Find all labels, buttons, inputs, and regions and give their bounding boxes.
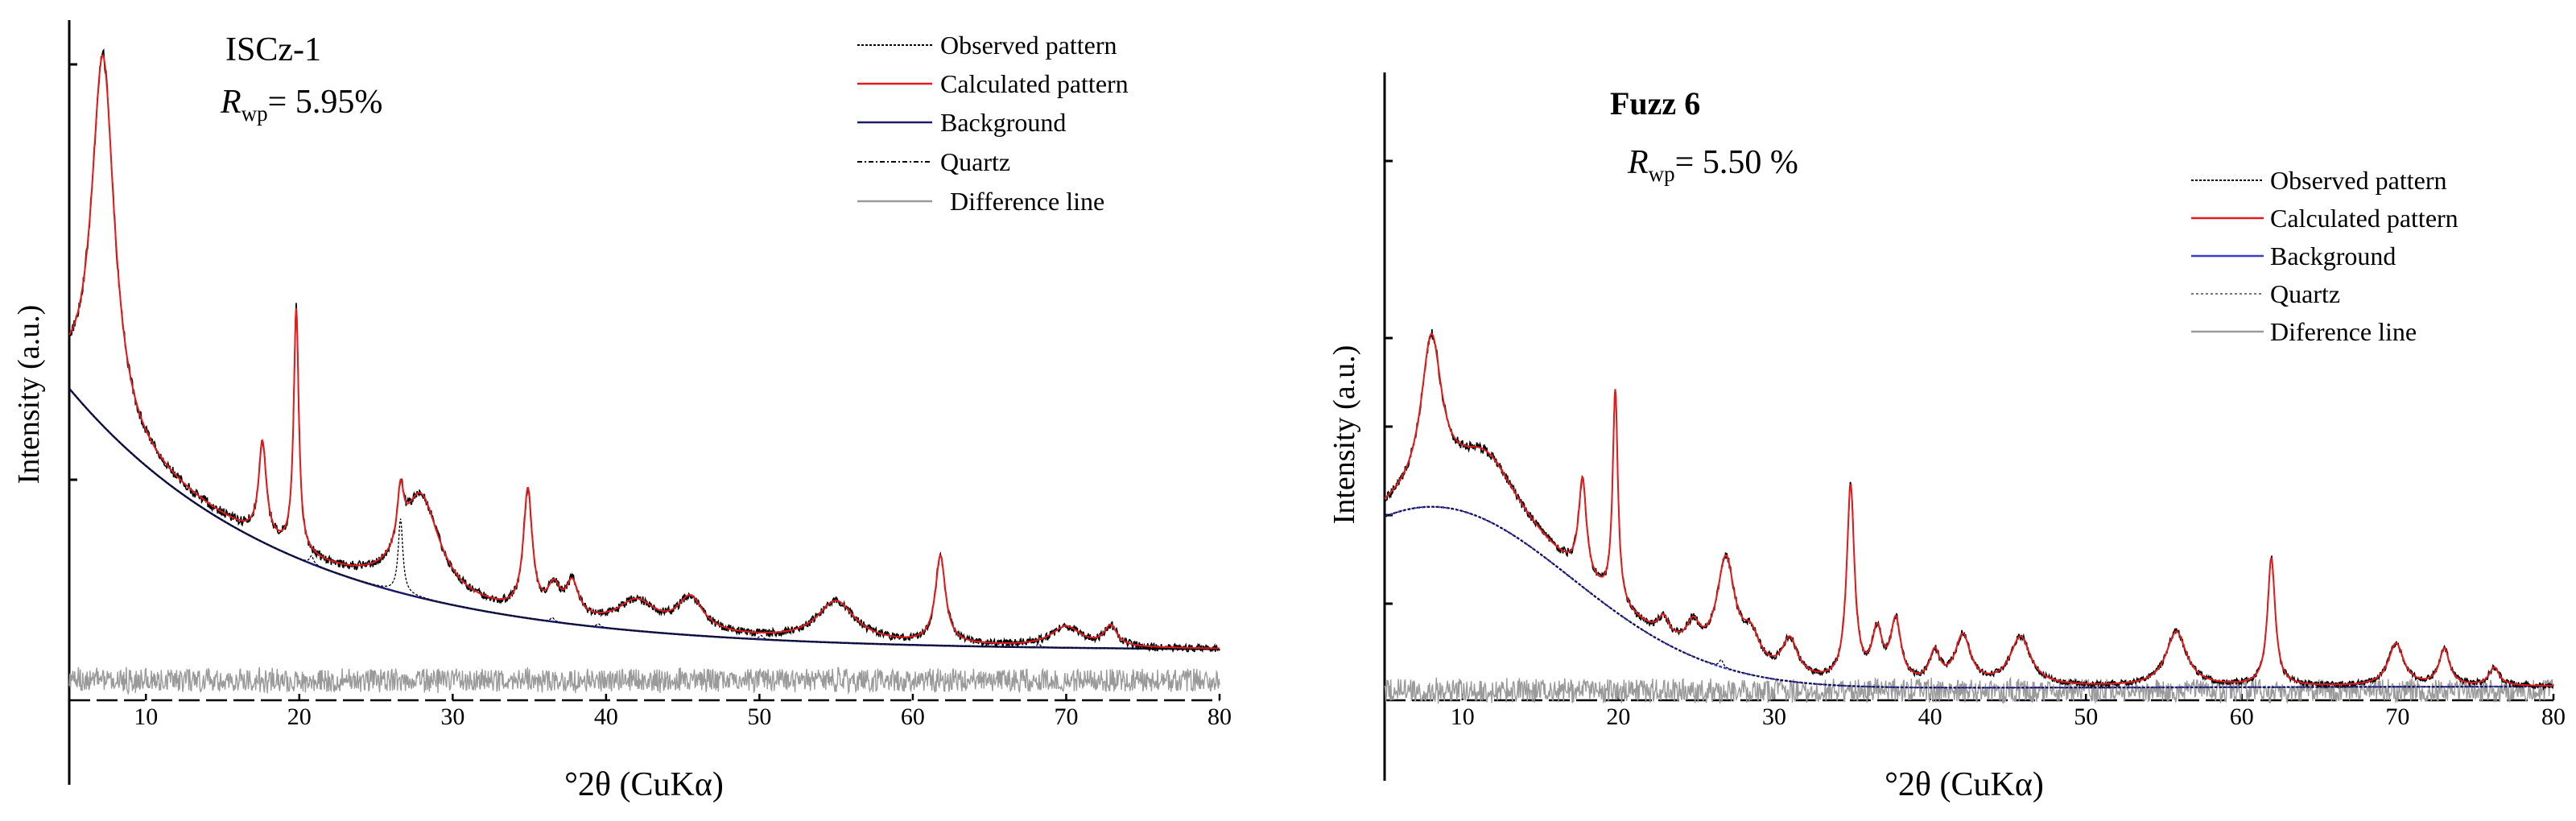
legend-label-background: Background (940, 108, 1066, 137)
series-calculated-pattern (1384, 332, 2553, 687)
x-tick-label: 10 (1451, 703, 1475, 730)
legend-label-observed: Observed pattern (940, 31, 1117, 60)
x-tick-label: 40 (1918, 703, 1942, 730)
legend-label-difference: Difference line (950, 187, 1104, 216)
x-tick-label: 50 (747, 703, 771, 730)
rwp-annotation: Rwp= 5.95% (220, 84, 382, 126)
x-axis-label: °2θ (CuKα) (1885, 766, 2044, 803)
x-tick-label: 20 (1606, 703, 1630, 730)
legend-label-difference: Diference line (2270, 317, 2417, 346)
legend-label-calculated: Calculated pattern (2270, 204, 2458, 233)
x-tick-label: 50 (2074, 703, 2098, 730)
x-tick-label: 20 (287, 703, 312, 730)
series-background (1384, 505, 2553, 689)
rwp-subscript: wp (1649, 162, 1675, 186)
series-difference-line (1384, 676, 2554, 705)
legend-label-quartz: Quartz (2270, 279, 2340, 308)
rwp-value: = 5.50 % (1675, 144, 1798, 181)
x-tick-label: 60 (901, 703, 925, 730)
chart-left: 10 20 30 40 50 60 70 80 Intensity (a.u.) °2θ (C… (12, 20, 1232, 803)
series-calculated-pattern (68, 54, 1220, 650)
series-difference-line (68, 666, 1220, 695)
x-tick-label: 60 (2230, 703, 2254, 730)
x-tick-labels: 10 20 30 40 50 60 70 80 (1451, 694, 2566, 730)
x-tick-label: 30 (440, 703, 464, 730)
x-tick-label: 30 (1762, 703, 1786, 730)
y-axis-label: Intensity (a.u.) (12, 305, 46, 485)
x-tick-label: 40 (594, 703, 618, 730)
rwp-annotation: Rwp= 5.50 % (1627, 144, 1798, 186)
x-axis-label: °2θ (CuKα) (564, 766, 724, 803)
rwp-subscript: wp (242, 101, 268, 126)
x-tick-label: 70 (1054, 703, 1078, 730)
legend: Observed pattern Calculated pattern Back… (2191, 166, 2458, 346)
chart-right: 10 20 30 40 50 60 70 80 Intensity (a.u.) °2θ (C… (1327, 72, 2566, 803)
rwp-symbol: R (220, 84, 242, 121)
series-observed-pattern (68, 48, 1220, 654)
legend-label-background: Background (2270, 241, 2396, 270)
x-tick-label: 70 (2385, 703, 2409, 730)
sample-name: ISCz-1 (225, 31, 321, 68)
sample-name: Fuzz 6 (1610, 85, 1700, 122)
x-tick-labels: 10 20 30 40 50 60 70 80 (134, 694, 1232, 730)
rwp-value: = 5.95% (268, 84, 383, 121)
series-group (68, 48, 1220, 695)
x-tick-label: 10 (134, 703, 158, 730)
legend-label-calculated: Calculated pattern (940, 69, 1129, 98)
series-quartz (1384, 505, 2553, 689)
legend-label-quartz: Quartz (940, 147, 1010, 176)
y-axis-label: Intensity (a.u.) (1327, 345, 1361, 525)
x-tick-label: 80 (2541, 703, 2566, 730)
legend-label-observed: Observed pattern (2270, 166, 2446, 195)
series-group (1384, 329, 2554, 705)
x-tick-label: 80 (1208, 703, 1232, 730)
series-observed-pattern (1384, 329, 2554, 691)
legend: Observed pattern Calculated pattern Back… (857, 31, 1129, 216)
series-quartz (68, 388, 1220, 650)
rwp-symbol: R (1627, 144, 1649, 181)
